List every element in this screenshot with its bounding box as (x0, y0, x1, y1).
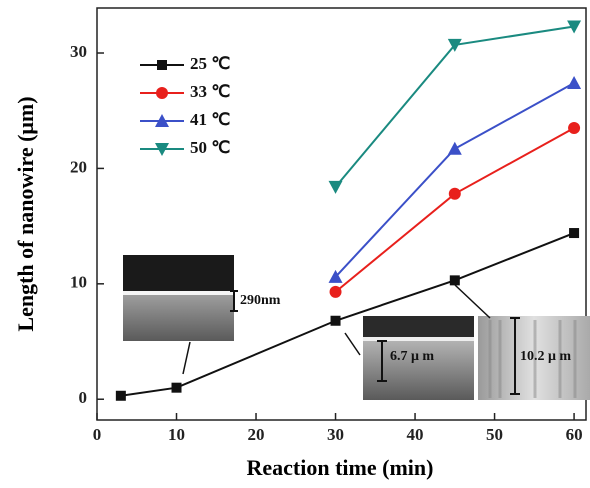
axes-frame (96, 7, 587, 421)
marker (567, 20, 582, 34)
legend-marker (157, 60, 167, 70)
marker (448, 187, 461, 200)
inset-3: 10.2 μ m (454, 284, 590, 400)
x-tick-label: 30 (327, 425, 344, 444)
x-tick-label: 60 (566, 425, 583, 444)
marker (447, 38, 462, 52)
legend-marker (155, 143, 169, 156)
marker (328, 180, 343, 194)
legend-label: 50 ℃ (190, 138, 230, 157)
marker (568, 122, 581, 135)
marker (329, 285, 342, 298)
y-tick-label: 20 (70, 157, 87, 176)
y-axis-label: Length of nanowire (μm) (13, 96, 38, 331)
x-axis-label: Reaction time (min) (247, 455, 434, 480)
annotation: 10.2 μ m (520, 349, 571, 364)
inset-1: 290nm (123, 255, 281, 375)
marker (171, 382, 182, 393)
x-tick-label: 40 (407, 425, 424, 444)
legend-label: 41 ℃ (190, 110, 230, 129)
marker (447, 141, 462, 155)
marker (567, 76, 582, 90)
inset-2: 6.7 μ m (344, 316, 474, 400)
legend-marker (156, 87, 168, 99)
x-tick-label: 20 (248, 425, 265, 444)
legend-label: 33 ℃ (190, 82, 230, 101)
annotation: 6.7 μ m (390, 349, 434, 364)
plot-area: 0 10 20 30 40 50 60 0 10 20 30 25 ℃ 33 ℃ 41 ℃ 50 ℃ (70, 7, 587, 444)
annotation: 290nm (240, 293, 281, 308)
y-tick-label: 10 (70, 273, 87, 292)
marker (328, 269, 343, 283)
marker (330, 315, 341, 326)
legend-label: 25 ℃ (190, 54, 230, 73)
x-tick-label: 50 (486, 425, 503, 444)
x-tick-label: 10 (168, 425, 185, 444)
sem-insets: 290nm 6.7 μ m 10.2 μ m (123, 255, 590, 400)
legend-marker (155, 114, 169, 127)
y-tick-label: 0 (79, 388, 88, 407)
x-tick-label: 0 (93, 425, 102, 444)
marker (569, 228, 580, 239)
marker (115, 390, 126, 401)
y-tick-label: 30 (70, 42, 87, 61)
marker (449, 275, 460, 286)
